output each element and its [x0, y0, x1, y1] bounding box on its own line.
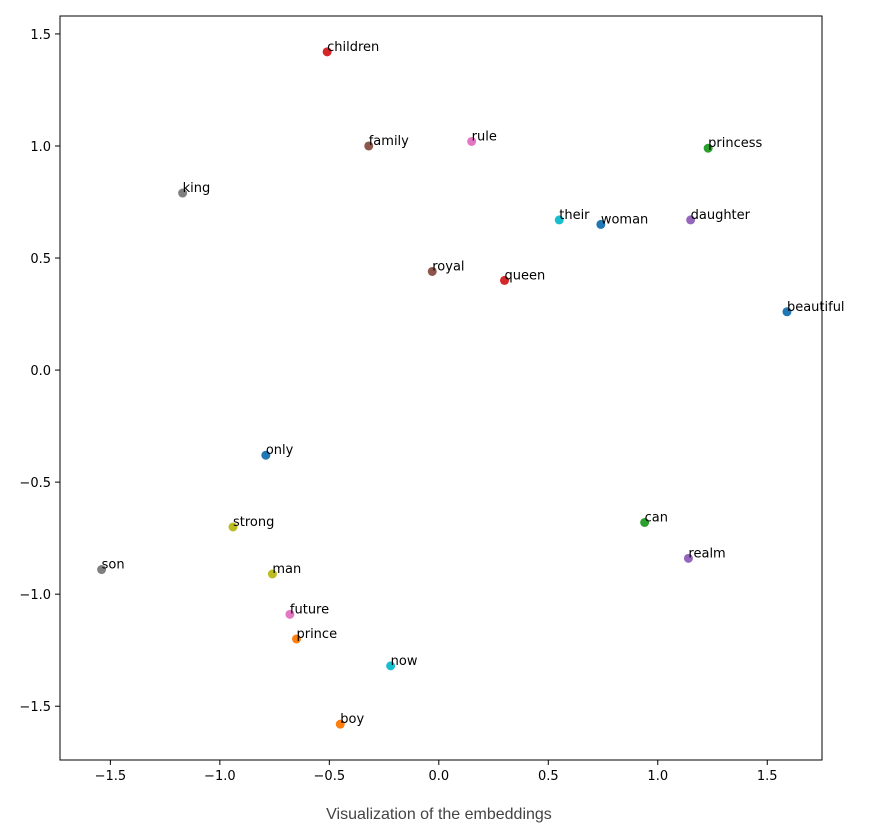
- point-realm: [683, 553, 693, 563]
- point-label-royal: royal: [432, 259, 464, 274]
- point-label-family: family: [369, 134, 409, 149]
- point-label-daughter: daughter: [691, 208, 751, 223]
- point-label-queen: queen: [505, 268, 546, 283]
- point-family: [364, 141, 374, 151]
- point-can: [640, 517, 650, 527]
- x-tick-label: −1.0: [204, 769, 236, 784]
- embedding-scatter-plot: −1.5 −1.0 −0.5 0.0 0.5 1.0 1.5 −1.5 −1.0 −0.5 0.0 0…: [19, 15, 845, 784]
- point-label-children: children: [327, 40, 379, 55]
- point-label-king: king: [183, 181, 211, 196]
- point-prince: [291, 634, 301, 644]
- point-label-future: future: [290, 602, 329, 617]
- point-woman: [596, 219, 606, 229]
- point-label-strong: strong: [233, 515, 274, 530]
- x-tick-label: 0.0: [428, 769, 449, 784]
- point-label-their: their: [559, 208, 590, 223]
- point-label-man: man: [272, 562, 301, 577]
- point-label-realm: realm: [688, 546, 725, 561]
- point-boy: [335, 719, 345, 729]
- x-tick-label: 1.5: [757, 769, 778, 784]
- point-royal: [427, 266, 437, 276]
- point-future: [285, 609, 295, 619]
- point-label-beautiful: beautiful: [787, 300, 845, 315]
- point-man: [267, 569, 277, 579]
- point-children: [322, 47, 332, 57]
- x-tick-label: −0.5: [314, 769, 346, 784]
- point-label-prince: prince: [296, 627, 337, 642]
- y-tick-label: 0.0: [30, 364, 51, 379]
- point-son: [97, 565, 107, 575]
- point-beautiful: [782, 307, 792, 317]
- x-tick-label: 1.0: [647, 769, 668, 784]
- y-tick-label: −1.5: [19, 700, 51, 715]
- point-label-son: son: [102, 558, 125, 573]
- y-tick-label: −1.0: [19, 588, 51, 603]
- x-tick-label: 0.5: [538, 769, 559, 784]
- figure-caption: Visualization of the embeddings: [326, 806, 552, 823]
- point-only: [261, 450, 271, 460]
- point-daughter: [686, 215, 696, 225]
- y-tick-label: 1.0: [30, 140, 51, 155]
- point-their: [554, 215, 564, 225]
- point-princess: [703, 143, 713, 153]
- y-tick-label: −0.5: [19, 476, 51, 491]
- point-label-now: now: [391, 654, 418, 669]
- y-tick-label: 1.5: [30, 28, 51, 43]
- point-label-boy: boy: [340, 712, 364, 727]
- point-label-rule: rule: [472, 129, 497, 144]
- point-label-can: can: [645, 510, 668, 525]
- point-label-woman: woman: [601, 212, 648, 227]
- axis-ticks: −1.5 −1.0 −0.5 0.0 0.5 1.0 1.5 −1.5 −1.0 −0.5 0.0 0…: [19, 28, 777, 784]
- point-now: [386, 661, 396, 671]
- point-label-only: only: [266, 443, 294, 458]
- point-rule: [467, 136, 477, 146]
- point-king: [178, 188, 188, 198]
- point-label-princess: princess: [708, 136, 762, 151]
- data-points: children family rule princess king their woman…: [97, 40, 845, 729]
- axes-frame: [59, 15, 823, 761]
- x-tick-label: −1.5: [95, 769, 127, 784]
- point-queen: [500, 275, 509, 285]
- y-tick-label: 0.5: [30, 252, 51, 267]
- point-strong: [228, 522, 238, 532]
